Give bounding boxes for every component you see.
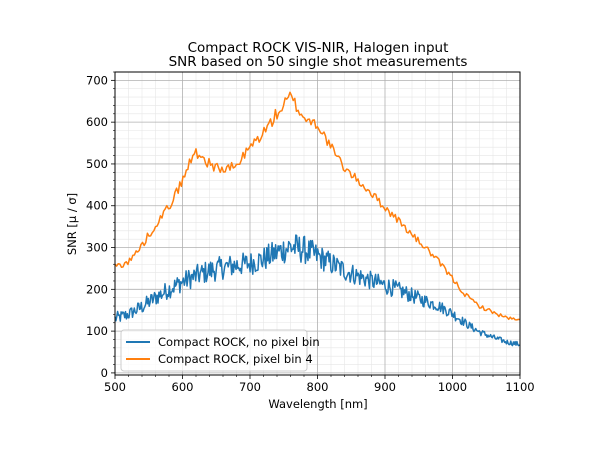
x-tick-label: 900	[374, 380, 396, 394]
y-axis-label: SNR [μ / σ]	[65, 193, 79, 255]
y-tick-label: 400	[86, 199, 108, 213]
y-tick-label: 200	[86, 282, 108, 296]
series-line-0	[114, 234, 520, 347]
y-tick-label: 700	[86, 73, 108, 87]
y-tick-label: 100	[86, 324, 108, 338]
x-tick-label: 1000	[438, 380, 467, 394]
y-tick-labels: 0 100 200 300 400 500 600 700	[86, 73, 108, 380]
x-tick-label: 600	[172, 380, 194, 394]
y-tick-label: 600	[86, 115, 108, 129]
y-tick-label: 0	[101, 366, 108, 380]
legend-label-no-bin: Compact ROCK, no pixel bin	[158, 335, 320, 349]
x-tick-label: 700	[239, 380, 261, 394]
tick-marks	[111, 71, 521, 379]
legend: Compact ROCK, no pixel bin Compact ROCK,…	[120, 329, 320, 372]
x-tick-labels: 500 600 700 800 900 1000 1100	[104, 380, 535, 394]
grid	[114, 71, 521, 375]
x-axis-label: Wavelength [nm]	[268, 397, 367, 411]
x-tick-label: 800	[307, 380, 329, 394]
x-tick-label: 500	[104, 380, 126, 394]
chart-subtitle: SNR based on 50 single shot measurements	[169, 54, 468, 70]
chart-title: Compact ROCK VIS-NIR, Halogen input	[188, 40, 449, 56]
y-tick-label: 300	[86, 241, 108, 255]
plot-area	[114, 91, 521, 347]
series-line-1	[114, 91, 521, 321]
legend-box	[120, 329, 308, 372]
y-tick-label: 500	[86, 157, 108, 171]
x-tick-label: 1100	[505, 380, 534, 394]
legend-label-bin4: Compact ROCK, pixel bin 4	[158, 352, 313, 366]
